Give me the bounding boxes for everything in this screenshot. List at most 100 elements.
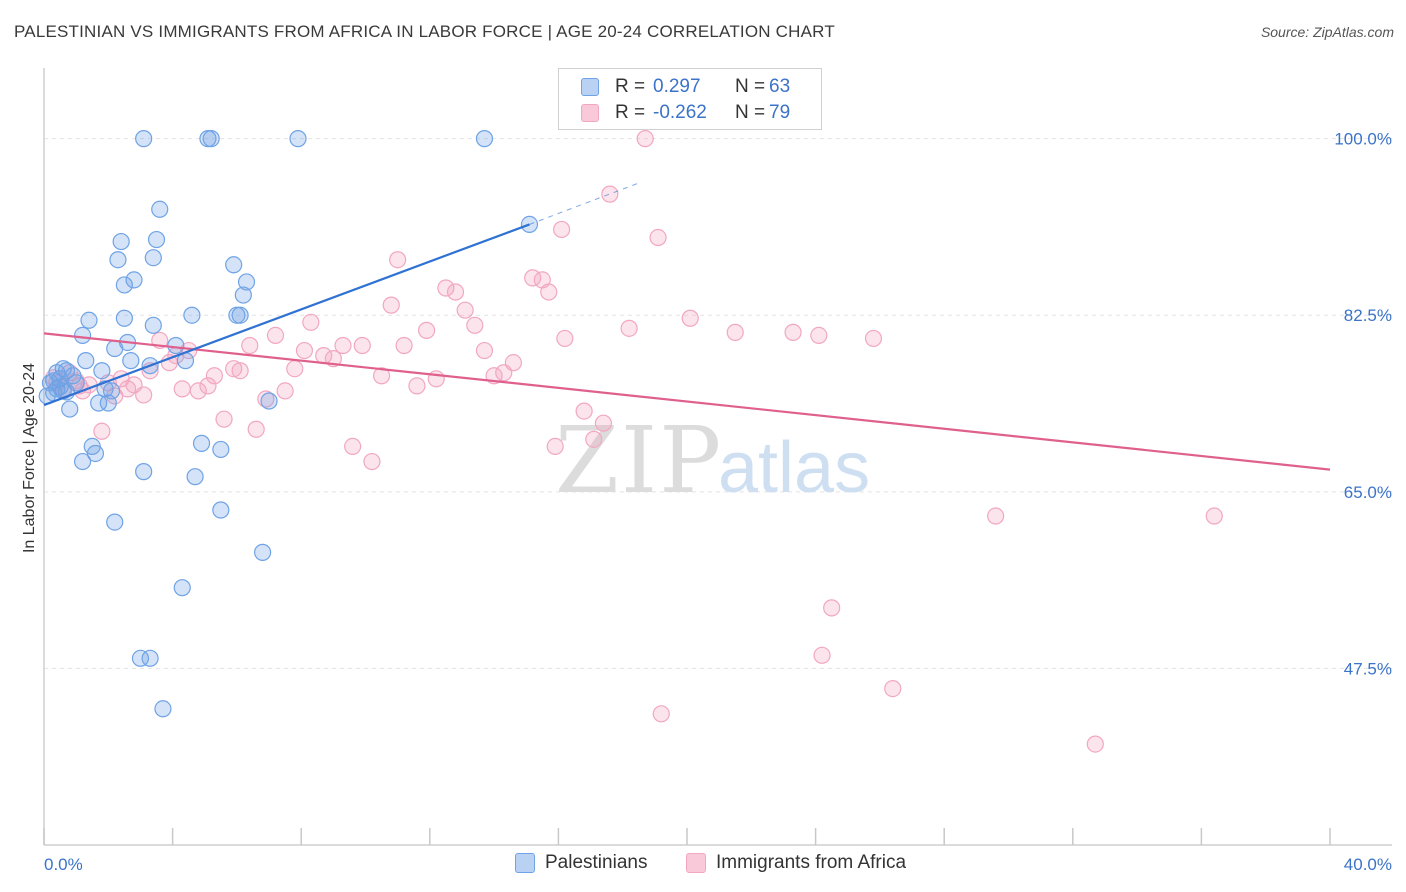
legend-label-palestinians: Palestinians: [545, 852, 648, 873]
africa-point: [864, 329, 883, 348]
africa-point: [363, 452, 381, 471]
watermark-atlas: atlas: [718, 428, 870, 508]
palestinian-point: [186, 468, 204, 486]
y-tick-label: 100.0%: [1334, 130, 1392, 149]
palestinian-point: [61, 400, 79, 418]
r-value-palestinians: 0.297: [653, 76, 701, 97]
africa-point: [681, 309, 699, 327]
n-value-palestinians: 63: [769, 76, 791, 97]
africa-point: [553, 220, 571, 239]
africa-point: [173, 380, 191, 398]
palestinian-point: [167, 336, 185, 355]
africa-point: [813, 646, 831, 664]
y-tick-label: 82.5%: [1344, 306, 1392, 325]
palestinian-point: [260, 392, 278, 410]
africa-point: [884, 679, 902, 698]
palestinian-point: [122, 352, 140, 370]
africa-point: [231, 362, 249, 380]
palestinian-point: [475, 130, 494, 148]
africa-point: [585, 430, 603, 448]
palestinian-point: [231, 306, 249, 324]
africa-point: [649, 228, 667, 247]
legend-swatch-palestinians: [515, 853, 535, 873]
chart-title: PALESTINIAN VS IMMIGRANTS FROM AFRICA IN…: [14, 22, 835, 41]
x-tick-marks: [43, 828, 1331, 845]
africa-point: [810, 326, 828, 345]
palestinian-point: [80, 311, 98, 329]
palestinian-point: [115, 309, 133, 327]
africa-point: [247, 420, 265, 438]
africa-point: [344, 437, 362, 456]
palestinian-point: [77, 352, 95, 370]
palestinian-point: [254, 543, 272, 561]
africa-point: [389, 251, 407, 269]
africa-point: [302, 313, 320, 331]
africa-point: [286, 360, 304, 378]
palestinian-point: [106, 513, 124, 531]
africa-point: [266, 326, 285, 345]
africa-point: [556, 329, 574, 348]
palestinian-point: [131, 649, 150, 667]
palestinian-point: [109, 251, 127, 269]
africa-point: [135, 386, 153, 404]
r-label: R =: [615, 102, 646, 123]
y-tick-labels: 47.5% 65.0% 82.5% 100.0%: [1334, 130, 1392, 679]
africa-point: [823, 599, 841, 617]
palestinian-point: [192, 434, 211, 452]
watermark: ZIP atlas: [555, 407, 870, 514]
africa-point: [466, 316, 484, 334]
legend-swatch-africa: [686, 853, 706, 873]
palestinian-point: [237, 273, 256, 291]
palestinian-point: [183, 306, 201, 324]
africa-trend-line: [43, 332, 1331, 471]
palestinian-point: [48, 364, 66, 382]
africa-point: [189, 382, 207, 400]
palestinian-point: [112, 232, 130, 251]
x-tick-labels: 0.0% 40.0%: [44, 855, 1392, 874]
palestinian-point: [289, 130, 307, 148]
legend-label-africa: Immigrants from Africa: [716, 852, 907, 873]
x-tick-label: 0.0%: [44, 855, 83, 874]
grid-lines: [44, 138, 1392, 669]
palestinian-point: [102, 382, 121, 400]
palestinian-point: [115, 276, 133, 294]
africa-point: [205, 367, 223, 385]
legend-swatch-africa: [581, 104, 599, 122]
africa-point: [575, 402, 593, 420]
r-label: R =: [615, 76, 646, 97]
series-legend: Palestinians Immigrants from Africa: [0, 852, 1406, 876]
x-tick-label: 40.0%: [1344, 855, 1392, 874]
palestinian-point: [225, 256, 243, 274]
legend-item-palestinians[interactable]: Palestinians: [515, 852, 647, 874]
palestinian-point: [73, 452, 92, 471]
africa-point: [295, 341, 314, 360]
africa-point: [93, 422, 111, 440]
stats-legend: R = 0.297 N = 63 R = -0.262 N = 79: [558, 68, 822, 130]
legend-row-africa: R = -0.262 N = 79: [581, 101, 790, 125]
africa-point: [427, 370, 445, 388]
africa-point: [540, 283, 558, 301]
palestinian-trend-extension: [529, 182, 639, 225]
watermark-zip: ZIP: [555, 407, 723, 514]
r-value-africa: -0.262: [653, 102, 707, 123]
palestinian-point: [93, 362, 111, 380]
palestinian-trend-line: [43, 223, 530, 407]
africa-point: [276, 382, 294, 400]
palestinian-point: [86, 444, 105, 463]
palestinian-point: [173, 579, 191, 597]
palestinian-point: [141, 649, 159, 667]
palestinian-point: [144, 316, 162, 334]
palestinian-point: [125, 271, 143, 289]
legend-item-africa[interactable]: Immigrants from Africa: [686, 852, 906, 874]
palestinian-point: [147, 230, 166, 249]
palestinian-point: [135, 463, 153, 481]
africa-point: [456, 301, 474, 319]
africa-point: [199, 377, 217, 395]
n-label: N =: [735, 102, 766, 123]
n-label: N =: [735, 76, 766, 97]
africa-point: [601, 185, 619, 203]
y-tick-label: 47.5%: [1344, 659, 1392, 678]
africa-point: [395, 336, 413, 355]
palestinian-point: [90, 394, 108, 412]
